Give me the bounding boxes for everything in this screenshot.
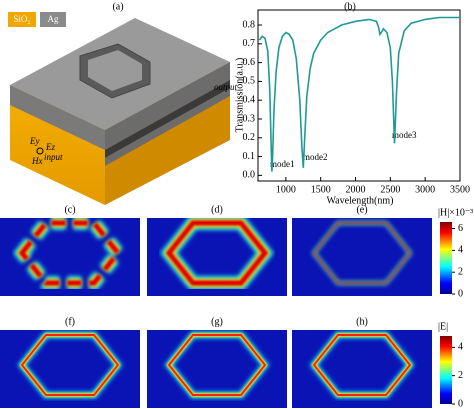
field-glow [312, 222, 412, 284]
axis-icon [36, 147, 44, 155]
field-glow [18, 220, 122, 286]
field-label: Ey [29, 136, 40, 146]
legend-text: Ag [48, 14, 59, 24]
panel-label: (a) [112, 1, 123, 12]
plot-frame [257, 9, 461, 182]
colorbar [440, 222, 452, 294]
colorbar-tick-label: 2 [458, 266, 463, 277]
panel-a: (a) SiO₂ Ag output input Ey Ez Hx [8, 1, 238, 205]
panel-label: (h) [356, 316, 368, 327]
annotation: mode1 [270, 159, 295, 169]
hexagon-core [88, 50, 142, 91]
ag-side [105, 62, 230, 150]
slot [105, 80, 230, 158]
colorbar-tick-label: 4 [458, 342, 463, 353]
port-label: output [214, 82, 238, 92]
field-map [0, 218, 140, 296]
colorbar-tick-label: 4 [458, 245, 463, 256]
colorbar-tick-label: 0 [458, 398, 463, 409]
colorbar [440, 336, 452, 404]
panel-b: (b) Transmission(a.u.) Wavelength(nm) mo… [234, 1, 470, 206]
panel-label: (c) [64, 204, 75, 215]
ag-side [105, 88, 230, 166]
annotation: mode2 [303, 152, 328, 162]
y-tick-label: 0.6 [243, 57, 256, 68]
field-glow [312, 334, 412, 396]
y-tick-label: 0.1 [243, 151, 256, 162]
field-maps: (c) (d) (e) (f) (g) (h) |H|×10⁻³ 0 2 4 6 |E| 0 2 4 [0, 204, 473, 409]
legend-swatch [40, 12, 66, 27]
field-glow [20, 334, 120, 396]
x-tick-label: 1000 [276, 184, 296, 195]
legend-swatch [8, 12, 36, 27]
field-map [147, 218, 287, 296]
colorbar-tick-label: 2 [458, 370, 463, 381]
legend-text: SiO₂ [13, 14, 30, 24]
x-tick-label: 2000 [346, 184, 366, 195]
transmission-line [258, 16, 460, 172]
colorbar-tick-label: 0 [458, 288, 463, 299]
ag-layer [10, 85, 105, 150]
panel-label: (d) [211, 204, 223, 215]
field-map [147, 330, 287, 408]
y-tick-label: 0.8 [243, 19, 256, 30]
colorbar-title: |E| [438, 321, 448, 332]
colorbar-tick-label: 6 [458, 223, 463, 234]
annotation: mode3 [392, 130, 417, 140]
panel-label: (g) [211, 316, 223, 327]
y-tick-label: 0.0 [243, 170, 256, 181]
field-map [292, 218, 432, 296]
field-label: Ez [45, 142, 55, 152]
x-axis-title: Wavelength(nm) [327, 195, 394, 206]
x-tick-label: 1500 [311, 184, 331, 195]
panel-label: (e) [356, 204, 367, 215]
y-tick-label: 0.4 [243, 94, 256, 105]
field-glow [167, 334, 267, 396]
field-map [0, 330, 140, 408]
panel-label: (b) [344, 1, 356, 12]
y-axis-title: Transmission(a.u.) [234, 58, 245, 133]
field-map [292, 330, 432, 408]
y-tick-label: 0.3 [243, 113, 256, 124]
panel-label: (f) [65, 316, 75, 327]
field-glow [165, 220, 269, 286]
y-tick-label: 0.2 [243, 132, 256, 143]
x-tick-label: 2500 [380, 184, 400, 195]
x-tick-label: 3500 [450, 184, 470, 195]
field-label: Hx [31, 156, 43, 166]
y-tick-label: 0.7 [243, 38, 256, 49]
port-label: input [44, 152, 63, 162]
y-tick-label: 0.5 [243, 76, 256, 87]
colorbar-title: |H|×10⁻³ [438, 207, 473, 218]
x-tick-label: 3000 [415, 184, 435, 195]
